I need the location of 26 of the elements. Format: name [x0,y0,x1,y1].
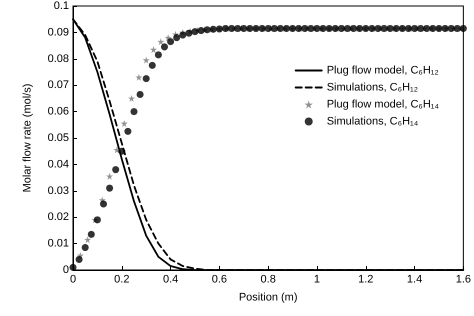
x-axis-title: Position (m) [238,292,298,304]
y-tick-label: 0.07 [48,79,69,92]
y-tick-label: 0.01 [48,238,69,250]
y-tick-label: 0 [62,264,69,276]
y-tick-label: 0.09 [48,26,69,38]
legend-label: Plug flow model, C₆H₁₂ [326,64,439,76]
legend-label: Plug flow model, C₆H₁₄ [326,98,440,110]
y-tick-label: 0.06 [48,106,69,118]
y-tick-label: 0.05 [48,132,69,144]
legend-label: Simulations, C₆H₁₄ [326,116,419,128]
x-tick-label: 1.6 [456,274,472,286]
x-tick-label: 0.4 [162,274,178,286]
legend-label: Simulations, C₆H₁₂ [326,82,418,94]
x-tick-label: 0.2 [114,274,130,286]
x-tick-label: 0 [70,274,76,286]
y-tick-label: 0.1 [54,0,69,12]
x-tick-label: 1 [314,274,320,286]
x-tick-label: 0.8 [260,274,276,286]
y-tick-label: 0.02 [48,211,69,224]
y-axis-title: Molar flow rate (mol/s) [22,84,34,192]
y-tick-label: 0.04 [48,158,69,170]
y-tick-label: 0.08 [48,52,69,65]
x-tick-label: 1.2 [358,274,374,286]
x-tick-label: 0.6 [212,274,228,286]
y-tick-label: 0.03 [48,184,69,197]
x-tick-label: 1.4 [406,274,422,286]
